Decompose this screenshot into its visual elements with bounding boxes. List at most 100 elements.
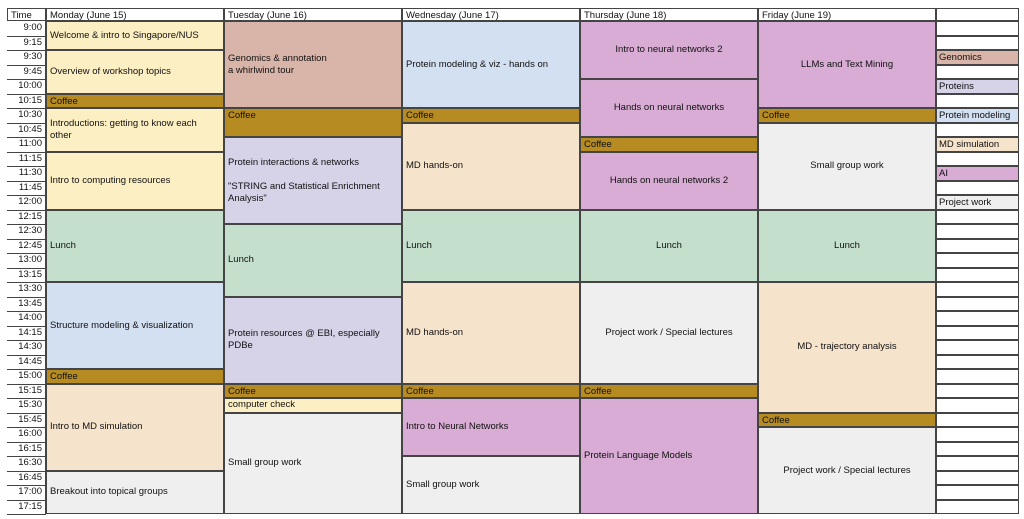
legend-blank-cell: [936, 354, 1019, 369]
session-tuesday-2: Protein interactions & networks "STRING a…: [224, 137, 402, 224]
time-label: 16:00: [7, 427, 46, 442]
legend-blank-cell: [936, 340, 1019, 355]
session-text: Project work / Special lectures: [605, 326, 733, 338]
session-text: Intro to MD simulation: [50, 421, 143, 432]
session-text: MD hands-on: [406, 326, 464, 338]
session-text: LLMs and Text Mining: [800, 58, 894, 70]
session-text: Coffee: [584, 385, 612, 397]
time-label: 15:30: [7, 398, 46, 413]
time-label: 13:30: [7, 282, 46, 297]
session-wednesday-3: Lunch: [402, 209, 580, 282]
legend-blank-cell: [936, 383, 1019, 398]
session-text: Intro to Neural Networks: [406, 421, 509, 432]
legend-blank-cell: [936, 296, 1019, 311]
time-label: 13:45: [7, 296, 46, 311]
session-text: Genomics & annotation: [228, 52, 327, 64]
session-text: Hands on neural networks 2: [609, 174, 729, 186]
legend-blank-cell: [936, 282, 1019, 297]
session-friday-5: Coffee: [758, 412, 936, 427]
time-gridline: [7, 137, 46, 138]
schedule-sheet: Time Monday (June 15) Tuesday (June 16) …: [7, 8, 1019, 515]
day-header-wednesday: Wednesday (June 17): [402, 8, 580, 21]
day-header-friday: Friday (June 19): [758, 8, 936, 21]
legend-header: [936, 8, 1019, 21]
session-text: Protein interactions & networks: [228, 156, 359, 168]
time-label: 11:30: [7, 166, 46, 181]
session-tuesday-3: Lunch: [224, 224, 402, 297]
session-text: Coffee: [228, 110, 256, 121]
session-thursday-2: Coffee: [580, 137, 758, 152]
legend-blank-cell: [936, 325, 1019, 340]
session-tuesday-5: Coffee: [224, 383, 402, 398]
time-label: 9:15: [7, 35, 46, 50]
time-gridline: [7, 166, 46, 167]
time-gridline: [7, 267, 46, 269]
session-monday-1: Overview of workshop topics: [46, 50, 224, 94]
time-gridline: [7, 514, 46, 515]
time-label: 15:15: [7, 383, 46, 398]
time-gridline: [7, 180, 46, 182]
session-friday-3: Lunch: [758, 209, 936, 282]
time-gridline: [7, 311, 46, 312]
session-friday-6: Project work / Special lectures: [758, 427, 936, 514]
session-text: Lunch: [834, 239, 860, 251]
session-thursday-0: Intro to neural networks 2: [580, 21, 758, 79]
time-label: 10:00: [7, 79, 46, 94]
time-gridline: [7, 369, 46, 370]
time-gridline: [7, 64, 46, 66]
session-text: Coffee: [228, 385, 256, 397]
session-wednesday-0: Protein modeling & viz - hands on: [402, 21, 580, 108]
legend-blank-cell: [936, 238, 1019, 253]
session-text: Lunch: [50, 239, 76, 251]
session-tuesday-1: Coffee: [224, 108, 402, 137]
session-wednesday-7: Small group work: [402, 456, 580, 514]
legend-blank-cell: [936, 485, 1019, 500]
session-text: Intro to computing resources: [50, 174, 171, 186]
day-header-monday: Monday (June 15): [46, 8, 224, 21]
session-monday-8: Intro to MD simulation: [46, 383, 224, 471]
session-monday-4: Intro to computing resources: [46, 151, 224, 210]
time-gridline: [7, 238, 46, 240]
session-text: MD hands-on: [406, 160, 464, 171]
session-text: Lunch: [656, 239, 682, 251]
time-gridline: [7, 253, 46, 254]
time-label: 10:45: [7, 122, 46, 137]
time-label: 14:00: [7, 311, 46, 326]
legend-blank-cell: [936, 35, 1019, 50]
session-tuesday-7: Small group work: [224, 412, 402, 514]
time-label: 17:00: [7, 485, 46, 500]
legend-blank-cell: [936, 427, 1019, 442]
session-text: Coffee: [406, 110, 434, 121]
session-text: Intro to neural networks 2: [615, 44, 723, 55]
time-label: 9:30: [7, 50, 46, 65]
time-label: 13:15: [7, 267, 46, 282]
time-gridline: [7, 209, 46, 211]
time-label: 10:30: [7, 108, 46, 123]
time-gridline: [7, 296, 46, 298]
legend-blank-cell: [936, 412, 1019, 427]
session-text: Coffee: [762, 414, 790, 426]
time-gridline: [7, 354, 46, 356]
time-column-header: Time: [7, 8, 46, 21]
time-gridline: [7, 108, 46, 109]
session-wednesday-2: MD hands-on: [402, 122, 580, 210]
legend-item: Protein modeling: [936, 108, 1019, 123]
legend-blank-cell: [936, 441, 1019, 456]
session-friday-4: MD - trajectory analysis: [758, 282, 936, 413]
session-monday-0: Welcome & intro to Singapore/NUS: [46, 21, 224, 50]
time-gridline: [7, 470, 46, 472]
session-text: Project work / Special lectures: [783, 464, 911, 476]
session-thursday-5: Project work / Special lectures: [580, 282, 758, 384]
session-text: a whirlwind tour: [228, 64, 294, 76]
legend-blank-cell: [936, 499, 1019, 514]
session-monday-5: Lunch: [46, 209, 224, 282]
session-thursday-3: Hands on neural networks 2: [580, 151, 758, 210]
session-text: Coffee: [406, 385, 434, 397]
time-label: 15:00: [7, 369, 46, 384]
legend-blank-cell: [936, 122, 1019, 137]
time-gridline: [7, 383, 46, 385]
time-label: 11:45: [7, 180, 46, 195]
session-text: Breakout into topical groups: [50, 486, 168, 498]
session-monday-3: Introductions: getting to know each othe…: [46, 108, 224, 152]
legend-blank-cell: [936, 64, 1019, 79]
